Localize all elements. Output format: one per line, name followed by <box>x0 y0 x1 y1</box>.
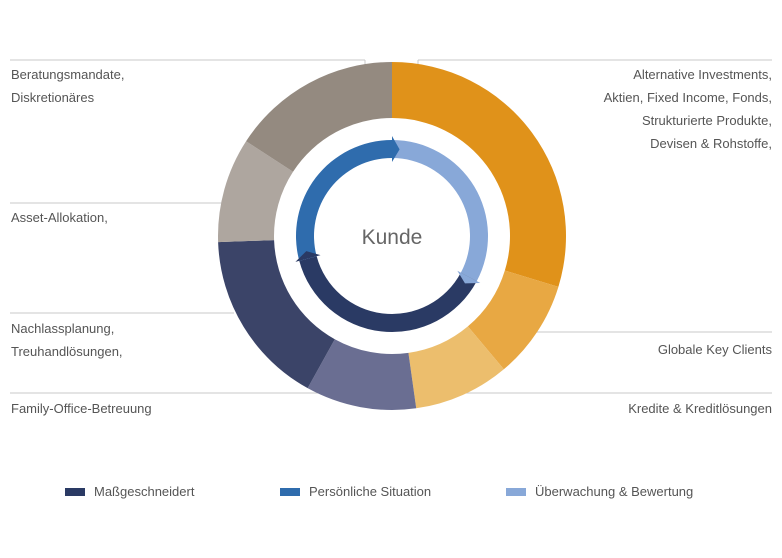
label-kredite: Kredite & Kreditlösungen <box>628 401 772 416</box>
inner-arrow-persoenliche <box>392 136 400 162</box>
legend-swatch <box>65 487 85 496</box>
outer-segment-kredite <box>408 326 504 409</box>
inner-segment-persoenliche-situation <box>296 140 392 261</box>
inner-arrow-massgeschneidert <box>295 251 321 262</box>
legend-item-ueberwachung: Überwachung & Bewertung <box>506 484 693 499</box>
legend-item-persoenliche-situation: Persönliche Situation <box>280 484 431 499</box>
outer-segment-beratungsmandate <box>246 62 392 172</box>
outer-ring <box>218 62 567 410</box>
inner-segment-massgeschneidert <box>299 256 477 332</box>
label-family-office: Family-Office-Betreuung <box>11 401 152 416</box>
label-nachlassplanung: Nachlassplanung, Treuhandlösungen, <box>11 321 123 359</box>
legend-label: Persönliche Situation <box>309 484 432 499</box>
label-asset-allokation: Asset-Allokation, <box>11 210 108 225</box>
inner-ring <box>295 136 488 332</box>
legend-label: Überwachung & Bewertung <box>535 484 694 499</box>
inner-arrow-ueberwachung <box>457 270 481 284</box>
outer-segment-globale-key-clients <box>467 270 559 370</box>
inner-segment-ueberwachung <box>392 140 488 282</box>
leader-lines <box>10 59 772 394</box>
legend-label: Maßgeschneidert <box>94 484 195 499</box>
outer-segment-alternative-investments <box>392 62 567 287</box>
label-beratungsmandate: Beratungsmandate, Diskretionäres <box>11 67 125 105</box>
label-alternative-investments: Alternative Investments, Aktien, Fixed I… <box>603 67 772 151</box>
outer-segment-nachlassplanung <box>218 240 335 389</box>
outer-segment-family-office <box>307 339 417 410</box>
center-label: Kunde <box>362 226 423 249</box>
legend-swatch <box>506 487 526 496</box>
outer-segment-asset-allokation <box>218 141 294 243</box>
label-globale-key-clients: Globale Key Clients <box>657 342 772 357</box>
legend: Maßgeschneidert Persönliche Situation Üb… <box>0 484 782 504</box>
legend-swatch <box>280 487 300 496</box>
legend-item-massgeschneidert: Maßgeschneidert <box>65 484 194 499</box>
